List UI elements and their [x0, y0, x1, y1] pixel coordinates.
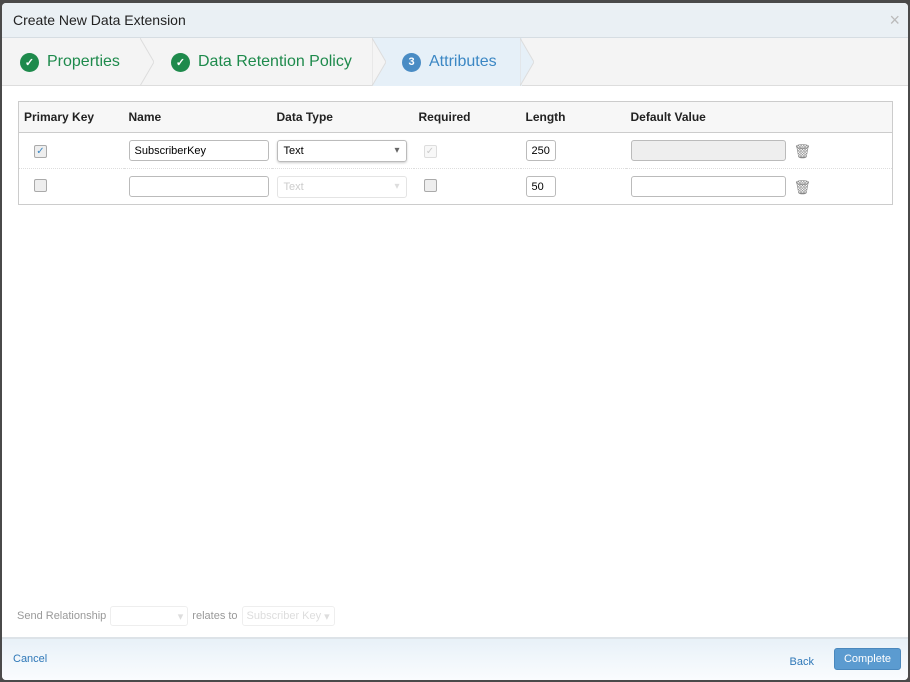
table-header: Primary Key Name Data Type Required Leng…	[18, 101, 893, 133]
close-icon[interactable]: ×	[889, 9, 900, 30]
data-type-select: Text ▾	[276, 175, 407, 198]
relates-to-label: relates to	[192, 610, 238, 622]
required-checkbox: ✓	[423, 145, 437, 159]
col-default-value: Default Value	[625, 101, 893, 133]
dropdown-arrow-icon: ▾	[394, 181, 400, 192]
chevron-separator-icon	[520, 38, 534, 86]
attributes-table: Primary Key Name Data Type Required Leng…	[18, 101, 893, 205]
primary-key-checkbox[interactable]	[34, 178, 47, 192]
chevron-separator-icon	[140, 38, 154, 86]
default-value-input[interactable]	[630, 176, 786, 197]
trash-icon[interactable]: 🗑	[793, 178, 812, 195]
trash-icon[interactable]: 🗑	[793, 142, 812, 159]
required-checkbox[interactable]	[423, 178, 437, 192]
subscriber-key-value: Subscriber Key	[246, 610, 322, 622]
check-icon: ✓	[20, 52, 39, 72]
step-label: Data Retention Policy	[198, 53, 352, 70]
check-icon: ✓	[171, 52, 190, 72]
data-type-value: Text	[283, 144, 304, 157]
name-input[interactable]	[128, 176, 269, 197]
col-length: Length	[520, 101, 626, 133]
dialog-title: Create New Data Extension	[13, 12, 186, 28]
cancel-link[interactable]: Cancel	[13, 653, 48, 665]
step-label: Properties	[47, 53, 120, 70]
step-data-retention-policy[interactable]: ✓ Data Retention Policy	[171, 38, 352, 86]
dropdown-arrow-icon: ▾	[394, 145, 400, 156]
create-data-extension-dialog: Create New Data Extension × ✓ Properties …	[2, 3, 908, 680]
default-value-input	[630, 140, 786, 161]
chevron-separator-icon	[372, 38, 386, 86]
dialog-footer: Cancel Back Complete	[2, 637, 908, 680]
dialog-title-bar: Create New Data Extension ×	[2, 3, 908, 38]
length-input[interactable]	[525, 176, 556, 197]
table-row: Text ▾ 🗑	[18, 168, 893, 205]
col-data-type: Data Type	[271, 101, 414, 133]
step-attributes[interactable]: 3 Attributes	[372, 38, 522, 86]
step-properties[interactable]: ✓ Properties	[20, 38, 120, 86]
data-type-select[interactable]: Text ▾	[276, 139, 407, 162]
dropdown-arrow-icon: ▾	[177, 610, 184, 623]
step-number-badge: 3	[402, 52, 421, 72]
length-input[interactable]	[525, 140, 556, 161]
col-name: Name	[123, 101, 272, 133]
wizard-steps: ✓ Properties ✓ Data Retention Policy 3 Attr…	[2, 38, 908, 86]
back-link[interactable]: Back	[789, 656, 814, 668]
data-type-value: Text	[283, 180, 304, 193]
name-input[interactable]	[128, 140, 269, 161]
primary-key-checkbox[interactable]: ✓	[34, 145, 47, 159]
send-relationship-select: ▾	[110, 606, 189, 626]
complete-button[interactable]: Complete	[834, 648, 901, 670]
step-label: Attributes	[429, 53, 497, 70]
table-row: ✓ Text ▾ ✓ 🗑	[18, 132, 893, 169]
dropdown-arrow-icon: ▾	[324, 610, 330, 623]
send-relationship: Send Relationship ▾ relates to Subscribe…	[17, 606, 335, 626]
col-primary-key: Primary Key	[18, 101, 124, 133]
col-required: Required	[413, 101, 521, 133]
subscriber-key-select: Subscriber Key ▾	[241, 606, 335, 626]
send-relationship-label: Send Relationship	[17, 610, 107, 622]
